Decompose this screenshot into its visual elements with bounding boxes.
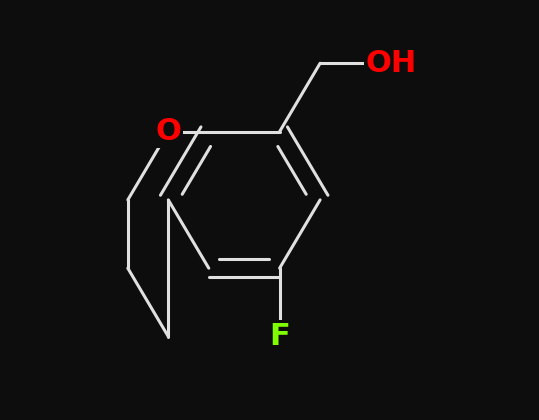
Text: F: F: [270, 322, 290, 351]
Text: O: O: [155, 117, 181, 146]
Text: OH: OH: [365, 49, 417, 78]
